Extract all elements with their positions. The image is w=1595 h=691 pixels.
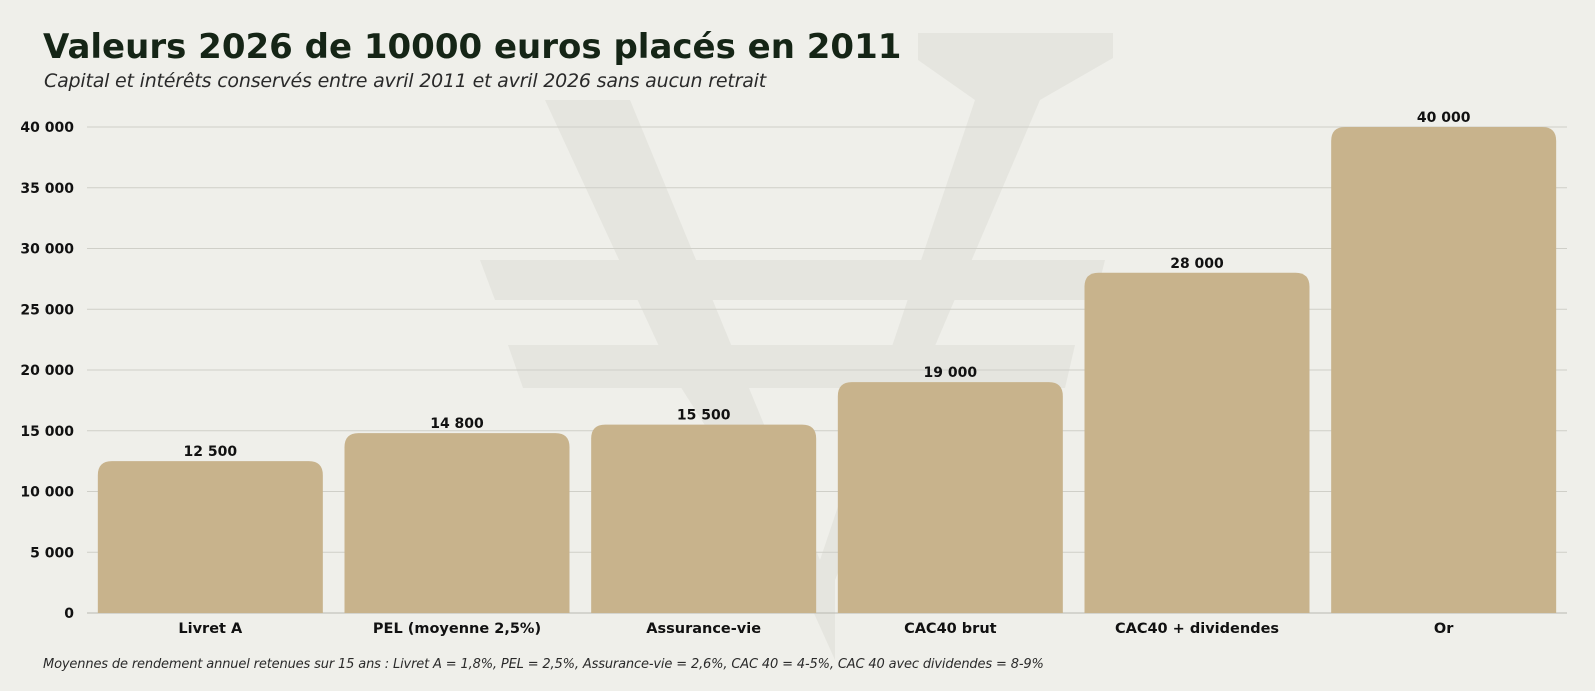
y-tick-label: 20 000	[20, 363, 74, 379]
bar	[1331, 127, 1557, 613]
bars	[97, 127, 1557, 613]
bar	[344, 433, 570, 613]
chart-title: Valeurs 2026 de 10000 euros placés en 20…	[43, 27, 902, 67]
chart-footnote: Moyennes de rendement annuel retenues su…	[43, 657, 1044, 672]
y-tick-label: 5 000	[30, 545, 74, 561]
category-label: Livret A	[178, 621, 243, 637]
bar-value-label: 40 000	[1417, 110, 1471, 126]
value-labels: 12 500 14 800 15 500 19 000 28 000 40 000	[184, 110, 1471, 460]
y-tick-label: 0	[64, 606, 74, 622]
y-axis-tick-labels: 0 5 000 10 000 15 000 20 000 25 000 30 000 35 0…	[20, 120, 74, 622]
bar	[97, 461, 323, 613]
bar	[837, 382, 1063, 613]
bar-value-label: 19 000	[924, 365, 978, 381]
category-label: CAC40 + dividendes	[1115, 621, 1279, 637]
y-tick-label: 10 000	[20, 485, 74, 501]
y-tick-label: 15 000	[20, 424, 74, 440]
y-tick-label: 25 000	[20, 302, 74, 318]
bar-value-label: 14 800	[430, 416, 484, 432]
category-label: CAC40 brut	[904, 621, 997, 637]
category-label: Assurance-vie	[646, 621, 761, 637]
y-tick-label: 30 000	[20, 242, 74, 258]
category-label: Or	[1434, 621, 1454, 637]
bar-value-label: 15 500	[677, 408, 731, 424]
bar	[1084, 272, 1310, 613]
bar-value-label: 28 000	[1170, 256, 1224, 272]
y-tick-label: 35 000	[20, 181, 74, 197]
x-axis-category-labels: Livret A PEL (moyenne 2,5%) Assurance-vie C…	[178, 621, 1454, 637]
bar-value-label: 12 500	[184, 444, 238, 460]
y-tick-label: 40 000	[20, 120, 74, 136]
category-label: PEL (moyenne 2,5%)	[373, 621, 541, 637]
watermark-logo	[480, 33, 1113, 660]
gridlines	[87, 126, 1567, 614]
chart-subtitle: Capital et intérêts conservés entre avri…	[44, 70, 766, 92]
bar	[591, 424, 817, 613]
